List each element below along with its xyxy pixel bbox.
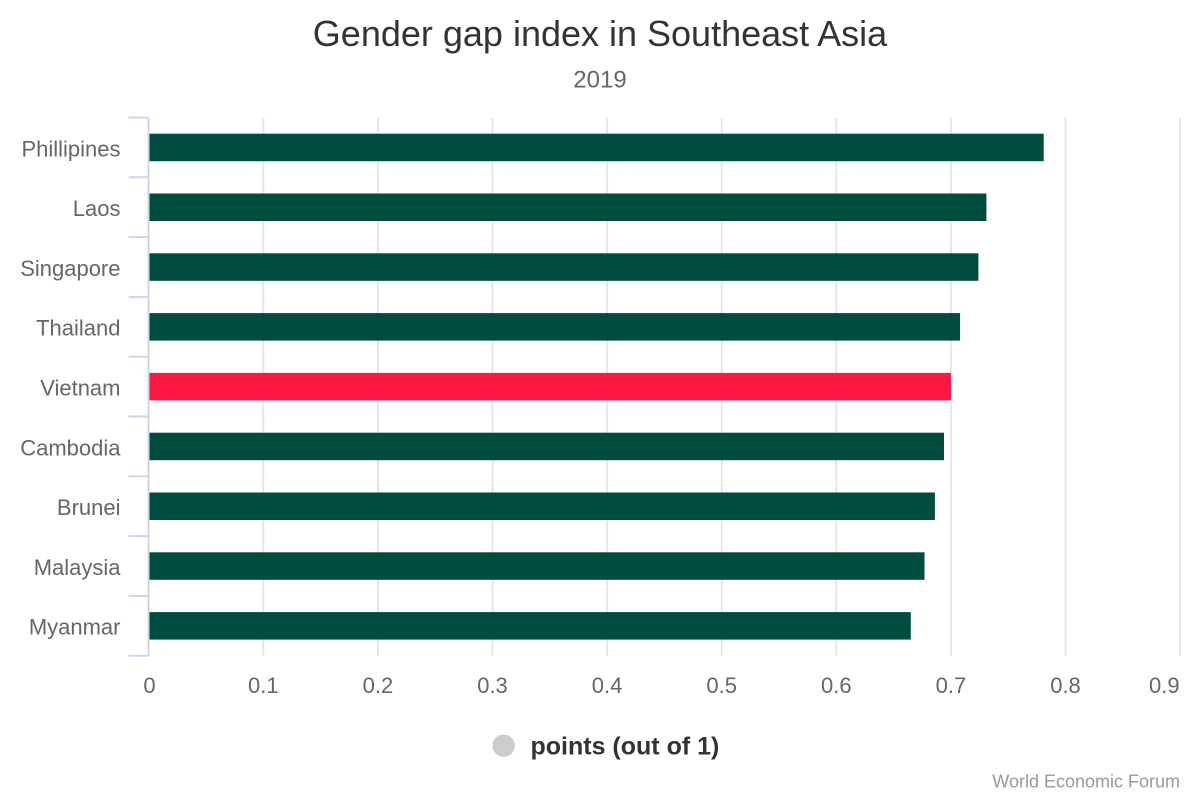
svg-text:points (out of 1): points (out of 1) bbox=[531, 733, 720, 761]
svg-text:Cambodia: Cambodia bbox=[20, 435, 121, 460]
svg-text:0.5: 0.5 bbox=[706, 673, 737, 698]
svg-text:0.4: 0.4 bbox=[592, 673, 623, 698]
svg-text:0.9: 0.9 bbox=[1149, 673, 1180, 698]
svg-text:Brunei: Brunei bbox=[57, 495, 121, 520]
svg-text:World Economic Forum: World Economic Forum bbox=[992, 772, 1180, 792]
svg-text:0.3: 0.3 bbox=[477, 673, 508, 698]
svg-text:Gender gap index in Southeast: Gender gap index in Southeast Asia bbox=[313, 13, 888, 54]
svg-text:0.2: 0.2 bbox=[363, 673, 394, 698]
svg-text:2019: 2019 bbox=[573, 67, 626, 94]
svg-text:Singapore: Singapore bbox=[20, 256, 120, 281]
svg-text:0: 0 bbox=[143, 673, 155, 698]
svg-text:0.6: 0.6 bbox=[821, 673, 852, 698]
svg-text:Malaysia: Malaysia bbox=[34, 555, 122, 580]
svg-text:Phillipines: Phillipines bbox=[21, 136, 120, 161]
svg-text:0.7: 0.7 bbox=[936, 673, 967, 698]
svg-text:0.1: 0.1 bbox=[248, 673, 279, 698]
svg-text:Thailand: Thailand bbox=[36, 316, 120, 341]
svg-text:0.8: 0.8 bbox=[1050, 673, 1081, 698]
svg-text:Vietnam: Vietnam bbox=[40, 376, 120, 401]
svg-text:Myanmar: Myanmar bbox=[29, 615, 121, 640]
svg-text:Laos: Laos bbox=[73, 196, 121, 221]
